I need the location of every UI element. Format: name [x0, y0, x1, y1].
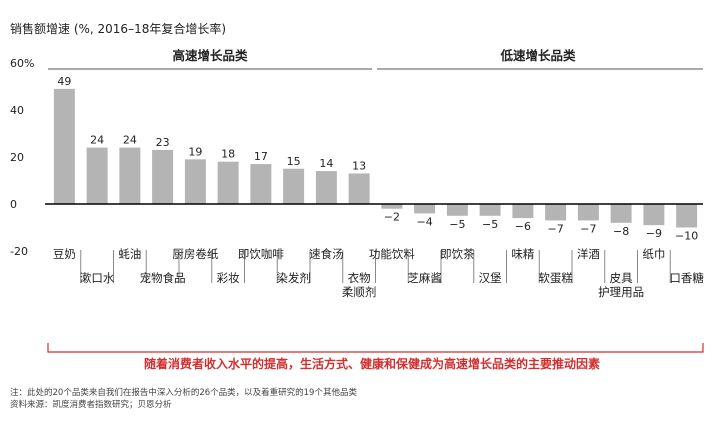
chart-title: 销售额增速 (%, 2016–18年复合增长率) [10, 21, 226, 36]
bar-value-label: −8 [613, 225, 629, 238]
bar [348, 173, 370, 204]
bar [577, 204, 599, 221]
bar-value-label: 13 [352, 159, 366, 172]
group-headers: 高速增长品类 低速增长品类 [48, 48, 703, 70]
category-label: 彩妆 [217, 271, 240, 285]
category-label: 厨房卷纸 [172, 247, 218, 261]
bar [676, 204, 698, 228]
bar [479, 204, 501, 216]
bar-value-label: −2 [384, 211, 400, 224]
bar-value-label: −7 [548, 222, 564, 235]
bar-value-label: −10 [675, 230, 698, 243]
bar-value-label: −5 [449, 218, 465, 231]
bar-value-label: 17 [254, 150, 268, 163]
bar-value-label: 24 [123, 134, 137, 147]
bar [86, 147, 108, 204]
bar [643, 204, 665, 226]
bar-value-label: 15 [287, 155, 301, 168]
bar-value-label: −4 [417, 215, 433, 228]
category-label: 即饮茶 [440, 247, 475, 261]
bar [217, 161, 239, 204]
bar-value-label: 19 [188, 145, 202, 158]
category-label: 软蛋糕 [538, 271, 573, 285]
category-label: 染发剂 [276, 271, 311, 285]
bar [184, 159, 206, 204]
bar [53, 88, 75, 204]
bar [446, 204, 468, 216]
category-label: 洋酒 [577, 247, 600, 261]
bar-value-label: 14 [319, 157, 333, 170]
bar [315, 171, 337, 204]
bar [545, 204, 567, 221]
category-label: 纸巾 [642, 247, 665, 261]
group-label-high: 高速增长品类 [172, 48, 248, 63]
bar [512, 204, 534, 219]
bar [414, 204, 436, 214]
group-label-low: 低速增长品类 [499, 48, 576, 63]
bar-value-label: −7 [580, 222, 596, 235]
y-axis: 60% 40 20 0 -20 [10, 57, 34, 258]
y-tick-label: -20 [10, 245, 28, 258]
value-labels: 49 24 24 23 19 18 17 15 14 13 −2 −4 −5 −5 −6 −7 −7 −8 −9 −1… [57, 75, 698, 243]
y-tick-label: 60% [10, 57, 34, 70]
y-tick-label: 40 [10, 104, 24, 117]
category-label: 蚝油 [118, 247, 141, 261]
y-tick-label: 0 [10, 198, 17, 211]
category-label: 口香糖 [669, 271, 704, 285]
annotation-bracket-line [47, 343, 704, 353]
bar-value-label: 24 [90, 134, 104, 147]
category-label: 功能饮料 [369, 247, 415, 261]
bar [152, 149, 174, 204]
category-label: 衣物柔顺剂 [342, 271, 377, 299]
bar [119, 147, 141, 204]
category-label: 豆奶 [53, 247, 76, 261]
footnote-source: 资料来源：凯度消费者指数研究；贝恩分析 [10, 399, 172, 410]
bar [610, 204, 632, 223]
bars [53, 88, 698, 228]
bar-value-label: −6 [515, 220, 531, 233]
category-label: 漱口水 [80, 271, 115, 285]
category-label: 皮具护理用品 [598, 271, 644, 299]
bar-value-label: −9 [646, 227, 662, 240]
category-label: 宠物食品 [140, 271, 186, 285]
bar [381, 204, 403, 209]
bar [283, 168, 305, 204]
annotation-text: 随着消费者收入水平的提高，生活方式、健康和保健成为高速增长品类的主要推动因素 [144, 356, 600, 371]
bar [250, 164, 272, 204]
category-label: 速食汤 [309, 247, 344, 261]
category-label: 汉堡 [479, 271, 502, 285]
category-label: 芝麻酱 [407, 271, 442, 285]
annotation-bracket: 随着消费者收入水平的提高，生活方式、健康和保健成为高速增长品类的主要推动因素 [47, 343, 704, 371]
category-label: 即饮咖啡 [238, 247, 284, 261]
footnote-note: 注：此处的20个品类来自我们在报告中深入分析的26个品类，以及着重研究的19个其… [10, 387, 357, 398]
bar-value-label: 49 [57, 75, 71, 88]
bar-value-label: −5 [482, 218, 498, 231]
bar-value-label: 23 [156, 136, 170, 149]
y-tick-label: 20 [10, 151, 24, 164]
bar-value-label: 18 [221, 148, 235, 161]
category-label: 味精 [511, 247, 534, 261]
